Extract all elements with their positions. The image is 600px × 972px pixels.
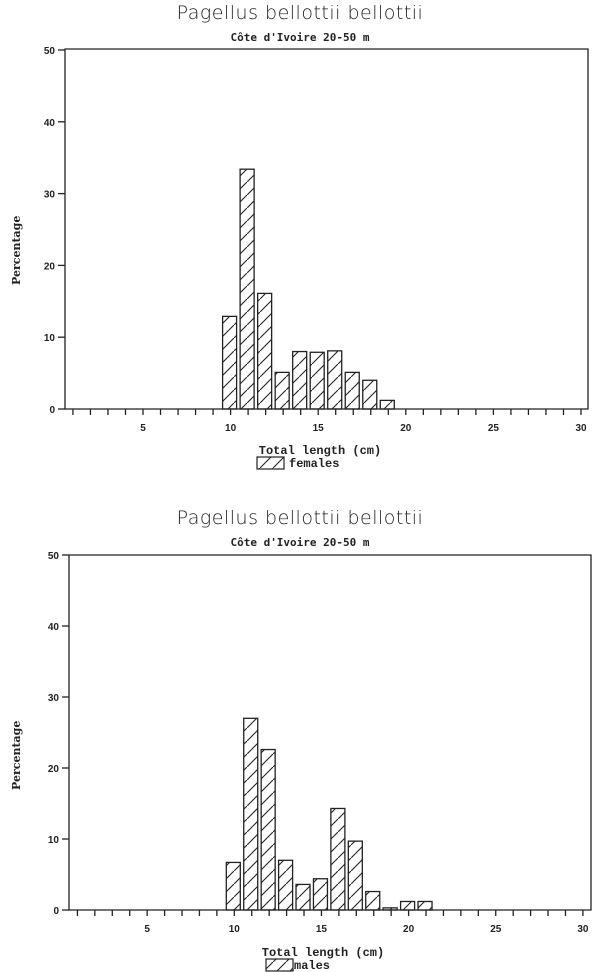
x-tick-label: 15 [316, 924, 328, 935]
y-axis-label: Percentage [10, 721, 23, 790]
bar-13cm [274, 371, 290, 410]
y-tick-label: 30 [44, 190, 56, 201]
bar-11cm [239, 168, 255, 410]
x-tick-label: 10 [225, 423, 237, 434]
chart-females: Pagellus bellottii bellottii Côte d'Ivoi… [0, 0, 600, 480]
bars [221, 168, 395, 410]
bars [225, 717, 433, 911]
plot-frame [68, 554, 592, 911]
bar-10cm [225, 861, 241, 911]
x-axis-label: Total length (cm) [262, 946, 384, 960]
bar-19cm [379, 399, 395, 410]
bar-14cm [292, 350, 308, 410]
bar-17cm [344, 371, 360, 410]
chart-title: Pagellus bellottii bellottii [176, 2, 424, 24]
chart-subtitle: Côte d'Ivoire 20-50 m [230, 536, 370, 549]
bar-12cm [260, 748, 276, 911]
y-tick-label: 30 [48, 693, 60, 704]
plot-area: Percentage Total length (cm) females 0 10… [10, 46, 589, 471]
x-tick-label: 30 [575, 423, 587, 434]
bar-13cm [277, 859, 294, 911]
bar-10cm [221, 315, 238, 410]
y-tick-label: 40 [48, 622, 60, 633]
chart-subtitle: Côte d'Ivoire 20-50 m [230, 31, 370, 44]
y-tick-label: 20 [44, 261, 56, 272]
bar-15cm [309, 351, 325, 410]
plot-frame [64, 48, 589, 410]
x-tick-label: 5 [140, 423, 146, 434]
y-tick-label: 0 [53, 906, 59, 917]
legend-label: males [294, 959, 330, 972]
y-tick-label: 40 [44, 118, 56, 129]
x-tick-label: 30 [577, 924, 589, 935]
x-tick-label: 10 [229, 924, 241, 935]
x-tick-label: 5 [144, 924, 150, 935]
bar-14cm [295, 883, 311, 911]
legend: males [265, 958, 330, 972]
y-axis-label: Percentage [10, 216, 23, 285]
bar-17cm [347, 840, 363, 911]
bar-21cm [417, 900, 433, 911]
y-tick-label: 20 [48, 764, 60, 775]
x-tick-label: 20 [403, 924, 415, 935]
x-tick-label: 15 [313, 423, 325, 434]
axes: 0 10 20 30 40 50 5 10 15 20 25 30 [48, 551, 592, 935]
x-axis-label: Total length (cm) [259, 444, 381, 458]
legend-swatch-hatched [256, 456, 285, 470]
y-tick-label: 50 [44, 46, 56, 57]
x-tick-label: 25 [488, 423, 500, 434]
bar-12cm [256, 292, 273, 410]
y-tick-label: 0 [49, 405, 55, 416]
bar-15cm [312, 878, 329, 911]
legend-swatch-hatched [265, 958, 294, 972]
bar-16cm [330, 807, 346, 911]
y-tick-label: 10 [44, 333, 56, 344]
bar-19cm [382, 907, 398, 911]
legend-label: females [289, 457, 339, 471]
bar-18cm [365, 890, 381, 911]
bar-16cm [327, 350, 343, 410]
bar-20cm [399, 900, 416, 911]
legend: females [256, 456, 339, 471]
bar-11cm [243, 717, 259, 911]
x-tick-label: 25 [490, 924, 502, 935]
bar-18cm [362, 379, 378, 410]
y-tick-label: 50 [48, 551, 60, 562]
chart-title: Pagellus bellottii bellottii [176, 507, 424, 529]
y-tick-label: 10 [48, 835, 60, 846]
axes: 0 10 20 30 40 50 5 10 15 20 25 30 [44, 46, 589, 434]
x-tick-label: 20 [400, 423, 412, 434]
